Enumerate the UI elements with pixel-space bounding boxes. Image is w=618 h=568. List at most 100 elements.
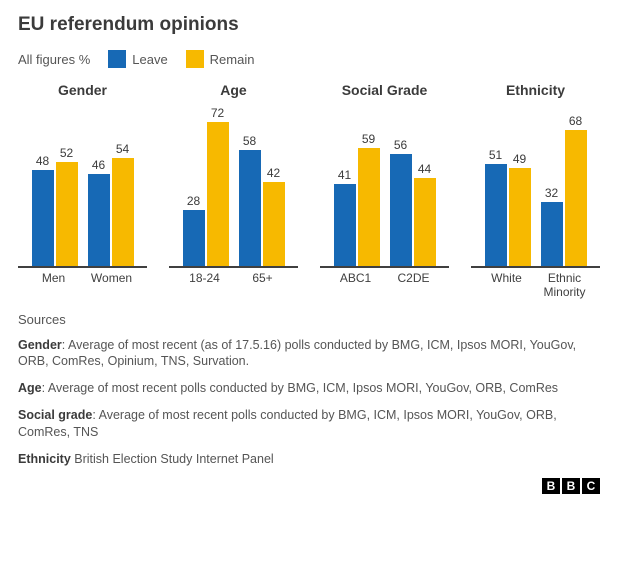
chart-panels: Gender 48 52 46 54 MenWomen Age 28 72 58 42 18-24 65… xyxy=(18,82,600,300)
source-text: : Average of most recent polls conducted… xyxy=(18,408,557,439)
bar-value-label: 56 xyxy=(394,138,407,152)
x-label: White xyxy=(483,272,531,300)
bbc-logo-letter: B xyxy=(542,478,560,494)
x-labels: MenWomen xyxy=(18,272,147,286)
source-label: Gender xyxy=(18,338,62,352)
bar-wrap: 49 xyxy=(509,152,531,266)
source-label: Social grade xyxy=(18,408,92,422)
bar-wrap: 58 xyxy=(239,134,261,266)
legend-label-remain: Remain xyxy=(210,52,255,67)
x-label: Women xyxy=(88,272,136,286)
remain-swatch xyxy=(186,50,204,68)
bar-value-label: 68 xyxy=(569,114,582,128)
remain-bar xyxy=(565,130,587,266)
bar-wrap: 32 xyxy=(541,186,563,266)
panel-title: Ethnicity xyxy=(471,82,600,98)
chart-area: 48 52 46 54 xyxy=(18,108,147,268)
bar-value-label: 72 xyxy=(211,106,224,120)
bar-wrap: 46 xyxy=(88,158,110,266)
panel-title: Gender xyxy=(18,82,147,98)
bar-group: 28 72 xyxy=(183,106,229,266)
bar-value-label: 58 xyxy=(243,134,256,148)
bar-wrap: 51 xyxy=(485,148,507,266)
leave-bar xyxy=(183,210,205,266)
remain-bar xyxy=(112,158,134,266)
legend-item-remain: Remain xyxy=(186,50,255,68)
bar-group: 41 59 xyxy=(334,132,380,266)
sources-header: Sources xyxy=(18,312,600,327)
leave-bar xyxy=(334,184,356,266)
source-text: British Election Study Internet Panel xyxy=(71,452,274,466)
source-text: : Average of most recent polls conducted… xyxy=(42,381,558,395)
panel-title: Social Grade xyxy=(320,82,449,98)
bar-wrap: 48 xyxy=(32,154,54,266)
bar-group: 5149 xyxy=(485,148,531,266)
x-label: 18-24 xyxy=(181,272,229,286)
bar-group: 58 42 xyxy=(239,134,285,266)
x-labels: 18-24 65+ xyxy=(169,272,298,286)
leave-swatch xyxy=(108,50,126,68)
x-labels: White EthnicMinority xyxy=(471,272,600,300)
panel: Age 28 72 58 42 18-24 65+ xyxy=(169,82,298,300)
bar-wrap: 68 xyxy=(565,114,587,266)
bar-value-label: 59 xyxy=(362,132,375,146)
panel: Social Grade 41 59 56 44 ABC1 C2DE xyxy=(320,82,449,300)
x-label: 65+ xyxy=(239,272,287,286)
panel: Gender 48 52 46 54 MenWomen xyxy=(18,82,147,300)
bar-value-label: 32 xyxy=(545,186,558,200)
source-text: : Average of most recent (as of 17.5.16)… xyxy=(18,338,576,369)
leave-bar xyxy=(390,154,412,266)
bar-value-label: 54 xyxy=(116,142,129,156)
source-line: Gender: Average of most recent (as of 17… xyxy=(18,337,600,371)
bar-value-label: 42 xyxy=(267,166,280,180)
bar-value-label: 48 xyxy=(36,154,49,168)
bar-wrap: 59 xyxy=(358,132,380,266)
legend: All figures % Leave Remain xyxy=(18,50,600,68)
bar-wrap: 44 xyxy=(414,162,436,266)
bar-value-label: 46 xyxy=(92,158,105,172)
bar-value-label: 41 xyxy=(338,168,351,182)
leave-bar xyxy=(485,164,507,266)
chart-area: 41 59 56 44 xyxy=(320,108,449,268)
bar-wrap: 56 xyxy=(390,138,412,266)
remain-bar xyxy=(207,122,229,266)
leave-bar xyxy=(32,170,54,266)
source-line: Social grade: Average of most recent pol… xyxy=(18,407,600,441)
bar-group: 32 68 xyxy=(541,114,587,266)
legend-label-leave: Leave xyxy=(132,52,167,67)
bar-wrap: 54 xyxy=(112,142,134,266)
remain-bar xyxy=(414,178,436,266)
bar-wrap: 28 xyxy=(183,194,205,266)
remain-bar xyxy=(56,162,78,266)
bbc-logo-letter: C xyxy=(582,478,600,494)
x-labels: ABC1 C2DE xyxy=(320,272,449,286)
bar-wrap: 41 xyxy=(334,168,356,266)
bbc-logo: BBC xyxy=(18,478,600,494)
bar-value-label: 52 xyxy=(60,146,73,160)
bar-group: 56 44 xyxy=(390,138,436,266)
sources-list: Gender: Average of most recent (as of 17… xyxy=(18,337,600,468)
legend-item-leave: Leave xyxy=(108,50,167,68)
panel-title: Age xyxy=(169,82,298,98)
panel: Ethnicity 5149 32 68 White EthnicMinority xyxy=(471,82,600,300)
bar-wrap: 72 xyxy=(207,106,229,266)
x-label: C2DE xyxy=(390,272,438,286)
source-label: Age xyxy=(18,381,42,395)
remain-bar xyxy=(263,182,285,266)
source-line: Ethnicity British Election Study Interne… xyxy=(18,451,600,468)
x-label: ABC1 xyxy=(332,272,380,286)
bar-value-label: 28 xyxy=(187,194,200,208)
leave-bar xyxy=(88,174,110,266)
source-label: Ethnicity xyxy=(18,452,71,466)
bar-group: 46 54 xyxy=(88,142,134,266)
chart-area: 28 72 58 42 xyxy=(169,108,298,268)
bar-group: 48 52 xyxy=(32,146,78,266)
remain-bar xyxy=(509,168,531,266)
remain-bar xyxy=(358,148,380,266)
source-line: Age: Average of most recent polls conduc… xyxy=(18,380,600,397)
bar-wrap: 52 xyxy=(56,146,78,266)
bar-value-label: 44 xyxy=(418,162,431,176)
x-label: EthnicMinority xyxy=(541,272,589,300)
legend-prefix: All figures % xyxy=(18,52,90,67)
chart-title: EU referendum opinions xyxy=(18,14,600,36)
